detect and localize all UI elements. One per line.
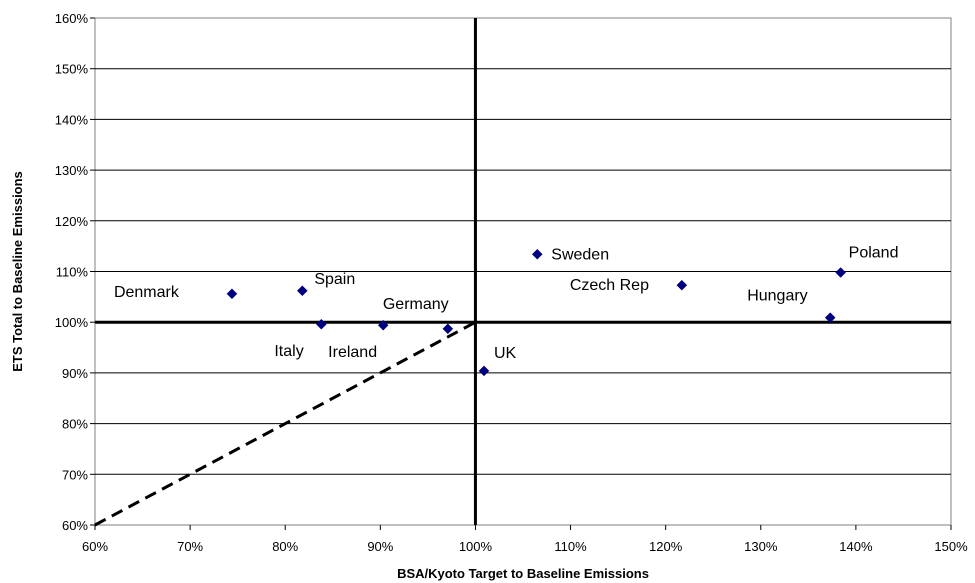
data-point-marker xyxy=(442,323,454,335)
x-tick-label: 140% xyxy=(839,539,873,554)
data-points: Denmark Spain Italy Ireland Germany UK Sweden C… xyxy=(114,245,899,377)
y-tick-label: 150% xyxy=(55,62,89,77)
data-point-label: Denmark xyxy=(114,284,180,301)
data-point-label: UK xyxy=(494,345,517,362)
data-point-marker xyxy=(676,279,688,291)
x-tick-label: 60% xyxy=(82,539,108,554)
data-point-label: Sweden xyxy=(551,246,609,263)
y-tick-label: 160% xyxy=(55,11,89,26)
data-point-label: Czech Rep xyxy=(570,277,649,294)
reference-lines xyxy=(94,18,951,527)
x-tick-label: 120% xyxy=(649,539,683,554)
y-tick-label: 90% xyxy=(62,366,88,381)
y-tick-label: 120% xyxy=(55,214,89,229)
x-tick-label: 150% xyxy=(934,539,968,554)
x-axis-ticks: 60% 70% 80% 90% 100% 110% 120% 130% 140% 150% xyxy=(82,525,968,554)
data-point-label: Poland xyxy=(849,245,899,262)
x-tick-label: 110% xyxy=(554,539,587,554)
data-point-marker xyxy=(824,312,836,323)
data-point-marker xyxy=(478,365,490,377)
diagonal-reference-line xyxy=(94,320,477,527)
y-axis-ticks: 60% 70% 80% 90% 100% 110% 120% 130% 140% 150% 160% xyxy=(55,11,95,533)
data-point-label: Germany xyxy=(383,296,449,313)
x-tick-label: 90% xyxy=(367,539,393,554)
data-point-label: Italy xyxy=(274,343,303,360)
y-tick-label: 110% xyxy=(56,265,89,280)
y-tick-label: 100% xyxy=(55,315,89,330)
data-point-marker xyxy=(835,267,847,278)
data-point-marker xyxy=(377,319,389,331)
data-point-marker xyxy=(316,318,327,330)
data-point-label: Spain xyxy=(314,271,355,288)
y-tick-label: 130% xyxy=(55,163,89,178)
y-tick-label: 60% xyxy=(62,518,88,533)
gridlines xyxy=(95,68,951,475)
data-point-label: Hungary xyxy=(747,288,807,305)
x-axis-title: BSA/Kyoto Target to Baseline Emissions xyxy=(397,566,649,581)
y-axis-title: ETS Total to Baseline Emissions xyxy=(10,171,25,372)
x-tick-label: 80% xyxy=(272,539,298,554)
y-tick-label: 140% xyxy=(55,112,89,127)
data-point-marker xyxy=(531,248,543,260)
x-tick-label: 130% xyxy=(744,539,778,554)
x-tick-label: 70% xyxy=(177,539,203,554)
data-point-marker xyxy=(296,285,308,297)
y-tick-label: 80% xyxy=(62,417,88,432)
data-point-label: Ireland xyxy=(328,344,377,361)
y-tick-label: 70% xyxy=(62,467,88,482)
x-tick-label: 100% xyxy=(459,539,493,554)
data-point-marker xyxy=(226,288,238,300)
